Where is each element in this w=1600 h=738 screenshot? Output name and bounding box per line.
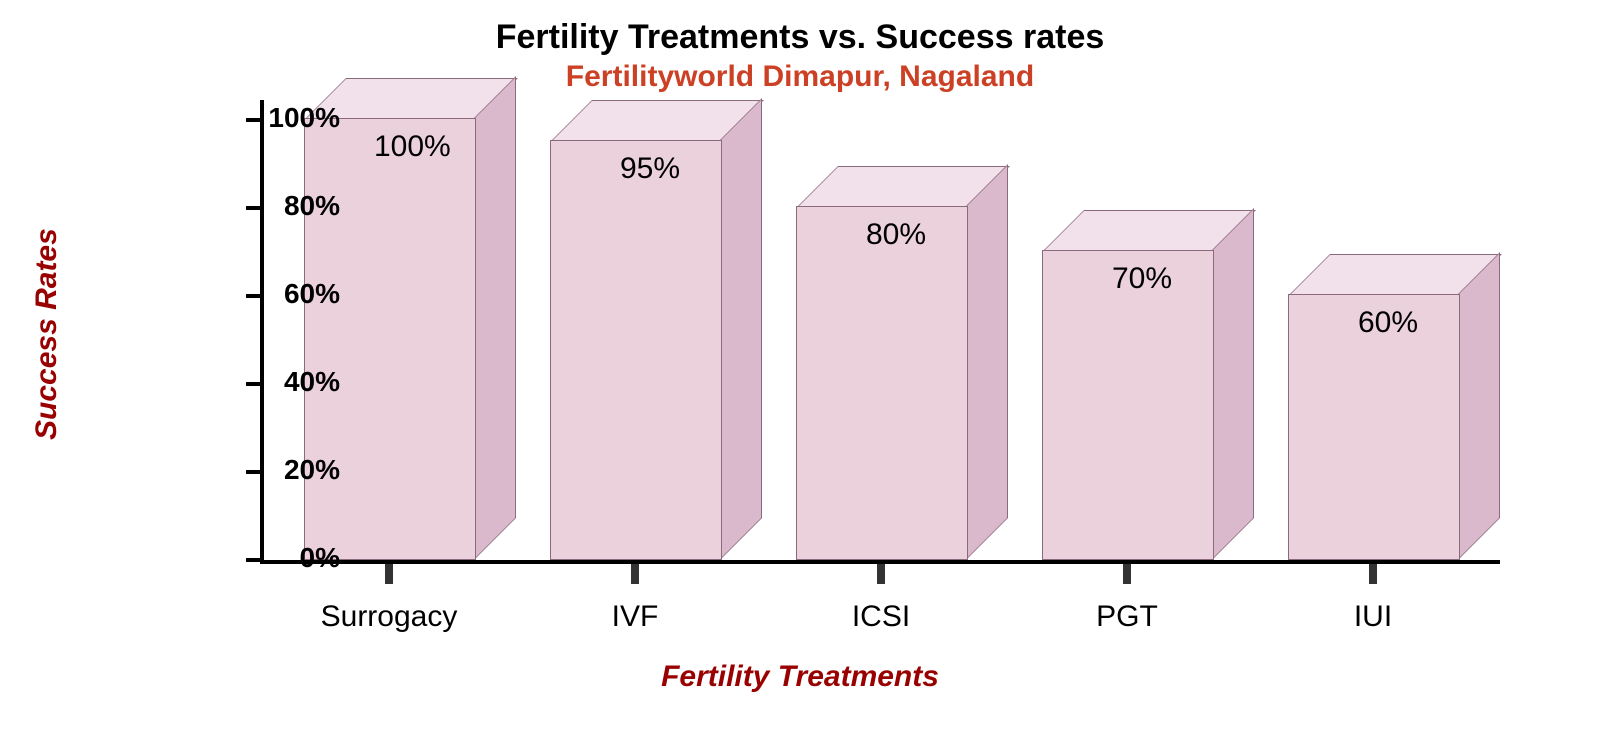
bar-value-label: 60% <box>1358 306 1418 340</box>
y-tick <box>246 294 260 298</box>
bar-value-label: 95% <box>620 152 680 186</box>
y-tick <box>246 470 260 474</box>
x-tick <box>385 564 393 584</box>
y-tick-label: 80% <box>284 190 340 222</box>
bar: 70% <box>1042 212 1252 560</box>
chart-subtitle: Fertilityworld Dimapur, Nagaland <box>0 60 1600 94</box>
bar-value-label: 100% <box>374 130 451 164</box>
x-axis-label: Fertility Treatments <box>0 660 1600 694</box>
plot-area: 100%95%80%70%60% SurrogacyIVFICSIPGTIUI <box>260 120 1500 560</box>
bar-side-face <box>474 76 516 560</box>
chart-container: Fertility Treatments vs. Success rates F… <box>0 0 1600 738</box>
bar-value-label: 70% <box>1112 262 1172 296</box>
y-tick <box>246 206 260 210</box>
y-tick-label: 0% <box>300 542 340 574</box>
x-tick <box>1123 564 1131 584</box>
y-axis-label: Success Rates <box>30 228 64 440</box>
x-tick-label: PGT <box>1027 600 1227 634</box>
x-tick <box>877 564 885 584</box>
y-tick-label: 60% <box>284 278 340 310</box>
bar-side-face <box>720 98 762 560</box>
x-tick-label: IUI <box>1273 600 1473 634</box>
chart-title: Fertility Treatments vs. Success rates <box>0 18 1600 57</box>
bar-side-face <box>1458 252 1500 560</box>
bar: 100% <box>304 80 514 560</box>
x-tick-label: ICSI <box>781 600 981 634</box>
bar-value-label: 80% <box>866 218 926 252</box>
y-tick-label: 20% <box>284 454 340 486</box>
bar: 80% <box>796 168 1006 560</box>
bar-side-face <box>966 164 1008 560</box>
bar-front-face <box>796 206 968 560</box>
bar-side-face <box>1212 208 1254 560</box>
x-tick <box>1369 564 1377 584</box>
x-tick <box>631 564 639 584</box>
y-tick <box>246 382 260 386</box>
bar-front-face <box>550 140 722 560</box>
bar-front-face <box>1042 250 1214 560</box>
y-axis-line <box>260 100 264 560</box>
y-tick-label: 100% <box>268 102 340 134</box>
x-tick-label: IVF <box>535 600 735 634</box>
y-tick <box>246 118 260 122</box>
x-tick-label: Surrogacy <box>289 600 489 634</box>
y-tick-label: 40% <box>284 366 340 398</box>
y-tick <box>246 558 260 562</box>
bar: 60% <box>1288 256 1498 560</box>
bar-front-face <box>304 118 476 560</box>
bar: 95% <box>550 102 760 560</box>
